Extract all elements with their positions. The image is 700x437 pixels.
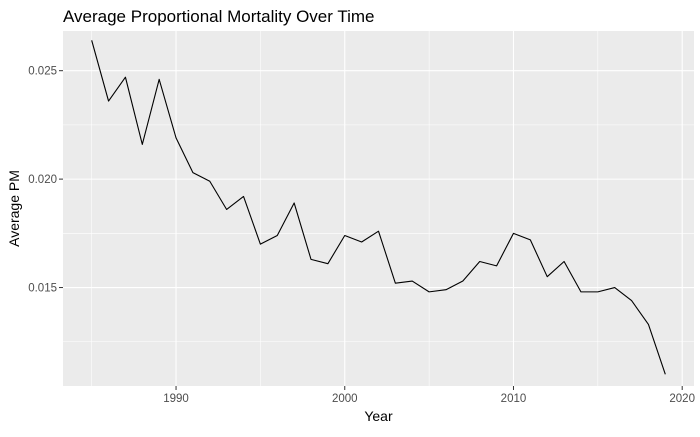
y-tick-label: 0.025 bbox=[28, 66, 57, 78]
x-tick-label: 2020 bbox=[669, 393, 695, 405]
y-axis-ticks: 0.015 0.020 0.025 bbox=[28, 66, 63, 295]
x-axis-ticks: 1990 2000 2010 2020 bbox=[163, 386, 695, 405]
minor-gridlines bbox=[63, 31, 694, 386]
x-tick-label: 2000 bbox=[332, 393, 358, 405]
x-tick-label: 1990 bbox=[163, 393, 189, 405]
chart-title: Average Proportional Mortality Over Time bbox=[63, 7, 374, 26]
x-axis-title: Year bbox=[364, 408, 393, 424]
plot-panel bbox=[63, 31, 694, 386]
y-tick-label: 0.020 bbox=[28, 174, 57, 186]
major-gridlines bbox=[63, 31, 694, 386]
y-axis-title: Average PM bbox=[6, 170, 22, 247]
y-tick-label: 0.015 bbox=[28, 283, 57, 295]
x-tick-label: 2010 bbox=[501, 393, 527, 405]
series-line bbox=[91, 40, 666, 375]
data-layer bbox=[91, 40, 666, 375]
